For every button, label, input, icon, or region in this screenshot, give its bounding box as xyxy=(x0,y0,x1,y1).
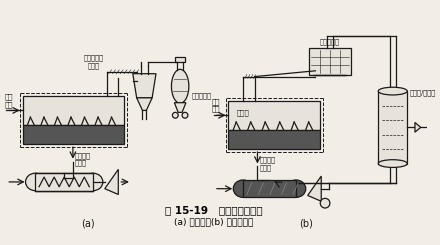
Bar xyxy=(175,57,185,62)
Bar xyxy=(35,173,93,191)
Ellipse shape xyxy=(172,69,189,103)
Bar xyxy=(309,48,351,75)
Ellipse shape xyxy=(233,180,253,197)
Text: (b): (b) xyxy=(299,219,313,229)
Polygon shape xyxy=(137,98,152,110)
Ellipse shape xyxy=(286,180,306,197)
Ellipse shape xyxy=(378,87,407,95)
Polygon shape xyxy=(308,176,321,201)
Bar xyxy=(243,180,296,197)
Text: 图 15-19   流化床干燥装置: 图 15-19 流化床干燥装置 xyxy=(165,205,263,215)
Text: 流液器/冷凝器: 流液器/冷凝器 xyxy=(410,89,436,96)
Text: 产品出口
加热器: 产品出口 加热器 xyxy=(75,152,91,166)
Text: (a): (a) xyxy=(81,219,95,229)
Bar xyxy=(35,173,93,191)
Polygon shape xyxy=(174,103,186,112)
Bar xyxy=(378,91,407,164)
Ellipse shape xyxy=(378,160,407,167)
Bar xyxy=(22,96,124,125)
Text: 产品
进入: 产品 进入 xyxy=(4,93,13,108)
Circle shape xyxy=(172,112,178,118)
Bar xyxy=(228,101,320,130)
Text: 袋式过滤器: 袋式过滤器 xyxy=(320,38,340,45)
Ellipse shape xyxy=(26,173,45,191)
Text: 虚式烧燥器: 虚式烧燥器 xyxy=(192,93,212,99)
Text: (a) 开启式；(b) 封闭循环式: (a) 开启式；(b) 封闭循环式 xyxy=(174,217,253,226)
Polygon shape xyxy=(415,122,421,132)
Polygon shape xyxy=(105,169,118,195)
Text: 产品
入口: 产品 入口 xyxy=(212,98,220,112)
Bar xyxy=(228,130,320,149)
Circle shape xyxy=(320,198,330,208)
Circle shape xyxy=(182,112,188,118)
Bar xyxy=(22,125,124,144)
Text: 流化床: 流化床 xyxy=(236,109,249,116)
Text: 旋风分离器
流化床: 旋风分离器 流化床 xyxy=(83,55,103,69)
Ellipse shape xyxy=(84,173,103,191)
Text: 产品出口
加热器: 产品出口 加热器 xyxy=(260,157,275,171)
Polygon shape xyxy=(133,74,156,98)
